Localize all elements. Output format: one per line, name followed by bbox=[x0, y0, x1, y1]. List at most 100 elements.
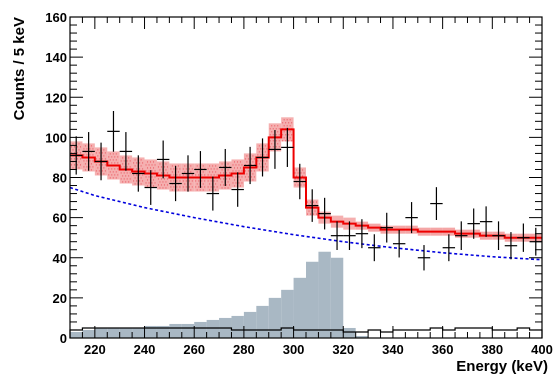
y-tick-label: 120 bbox=[45, 90, 67, 105]
data-point bbox=[492, 221, 505, 251]
x-tick-label: 220 bbox=[84, 342, 106, 357]
fit-band-hatch bbox=[72, 143, 74, 145]
fit-band-hatch bbox=[78, 161, 80, 163]
filled-histogram-bar bbox=[156, 325, 170, 338]
fit-band-hatch bbox=[289, 125, 291, 127]
fit-band-hatch bbox=[241, 182, 243, 184]
fit-band-hatch bbox=[250, 176, 252, 178]
fit-band-hatch bbox=[294, 178, 296, 180]
data-point bbox=[455, 221, 468, 251]
filled-histogram-bar bbox=[206, 319, 220, 338]
fit-band-hatch bbox=[157, 166, 159, 168]
fit-band-hatch bbox=[133, 180, 135, 182]
fit-band-hatch bbox=[103, 155, 105, 157]
fit-band-hatch bbox=[212, 171, 214, 173]
fit-band-hatch bbox=[238, 176, 240, 178]
fit-band-hatch bbox=[296, 175, 298, 177]
fit-band-hatch bbox=[238, 182, 240, 184]
fit-band-hatch bbox=[97, 149, 99, 151]
fit-band-hatch bbox=[89, 160, 91, 162]
fit-band-hatch bbox=[140, 165, 142, 167]
fit-band-hatch bbox=[244, 170, 246, 172]
fit-band-hatch bbox=[266, 154, 268, 156]
fit-band-hatch bbox=[111, 162, 113, 164]
fit-band-hatch bbox=[80, 146, 81, 148]
data-point bbox=[330, 221, 344, 251]
fit-band-hatch bbox=[104, 164, 106, 166]
fit-band-hatch bbox=[226, 184, 228, 186]
fit-band-hatch bbox=[148, 182, 150, 184]
fit-band-hatch bbox=[285, 122, 287, 124]
fit-band-hatch bbox=[303, 184, 305, 186]
fit-band-hatch bbox=[114, 156, 116, 158]
fit-band-hatch bbox=[160, 178, 162, 180]
fit-band-hatch bbox=[253, 158, 255, 160]
x-tick-label: 380 bbox=[481, 342, 503, 357]
fit-band-hatch bbox=[145, 182, 147, 184]
filled-histogram-bar bbox=[194, 321, 207, 338]
fit-band-hatch bbox=[179, 174, 181, 176]
fit-band-hatch bbox=[184, 183, 186, 185]
fit-band-hatch bbox=[98, 158, 100, 160]
fit-band-hatch bbox=[114, 162, 116, 164]
fit-band-hatch bbox=[159, 163, 161, 165]
fit-band-hatch bbox=[210, 180, 212, 182]
fit-band-hatch bbox=[204, 180, 206, 182]
fit-band-hatch bbox=[129, 178, 131, 180]
filled-histogram-bar bbox=[318, 251, 331, 338]
fit-band-hatch bbox=[139, 162, 141, 164]
fit-band-hatch bbox=[272, 134, 274, 136]
fit-band-hatch bbox=[80, 152, 81, 154]
fit-band-hatch bbox=[277, 125, 279, 127]
fit-band-hatch bbox=[274, 125, 276, 127]
fit-band-hatch bbox=[142, 174, 144, 176]
fit-band-hatch bbox=[170, 186, 172, 188]
fit-band-hatch bbox=[77, 146, 78, 148]
fit-band-hatch bbox=[78, 167, 80, 169]
data-point bbox=[194, 151, 207, 188]
fit-band-hatch bbox=[220, 172, 222, 174]
fit-band-hatch bbox=[263, 148, 265, 150]
fit-band-hatch bbox=[176, 174, 178, 176]
filled-histogram-bar bbox=[243, 311, 257, 338]
fit-band-hatch bbox=[145, 164, 147, 166]
fit-band-hatch bbox=[307, 201, 308, 203]
fit-band-hatch bbox=[257, 148, 259, 150]
fit-band-hatch bbox=[122, 157, 124, 159]
fit-band-hatch bbox=[275, 134, 277, 136]
fit-band-hatch bbox=[238, 170, 240, 172]
fit-band-hatch bbox=[297, 178, 299, 180]
fit-band-hatch bbox=[300, 172, 302, 174]
fit-band-hatch bbox=[190, 171, 192, 173]
fit-band-hatch bbox=[184, 189, 186, 191]
fit-band-hatch bbox=[142, 168, 144, 170]
fit-band-hatch bbox=[258, 145, 260, 147]
fit-band-hatch bbox=[239, 179, 241, 181]
fit-band-hatch bbox=[269, 140, 271, 142]
fit-band-hatch bbox=[95, 158, 97, 160]
fit-band-hatch bbox=[173, 186, 175, 188]
fit-band-hatch bbox=[247, 176, 249, 178]
filled-histogram-bar bbox=[94, 327, 108, 338]
fit-band-hatch bbox=[272, 128, 274, 130]
data-point bbox=[169, 165, 182, 202]
fit-band-hatch bbox=[136, 180, 138, 182]
fit-band-hatch bbox=[252, 179, 254, 181]
fit-band-hatch bbox=[233, 179, 235, 181]
fit-band-hatch bbox=[139, 174, 141, 176]
fit-band-hatch bbox=[278, 128, 280, 130]
y-axis-label: Counts / 5 keV bbox=[11, 17, 28, 120]
fit-band-hatch bbox=[123, 166, 125, 168]
fit-band-hatch bbox=[191, 174, 193, 176]
fit-band-hatch bbox=[151, 176, 153, 178]
fit-band-hatch bbox=[209, 189, 211, 191]
fit-band-hatch bbox=[89, 166, 91, 168]
data-point bbox=[343, 221, 356, 251]
fit-band-hatch bbox=[289, 119, 291, 121]
fit-band-hatch bbox=[285, 140, 287, 142]
fit-band-hatch bbox=[247, 170, 249, 172]
fit-band-hatch bbox=[275, 140, 277, 142]
fit-band-hatch bbox=[229, 184, 231, 186]
data-point bbox=[243, 146, 257, 185]
fit-band-hatch bbox=[129, 172, 131, 174]
